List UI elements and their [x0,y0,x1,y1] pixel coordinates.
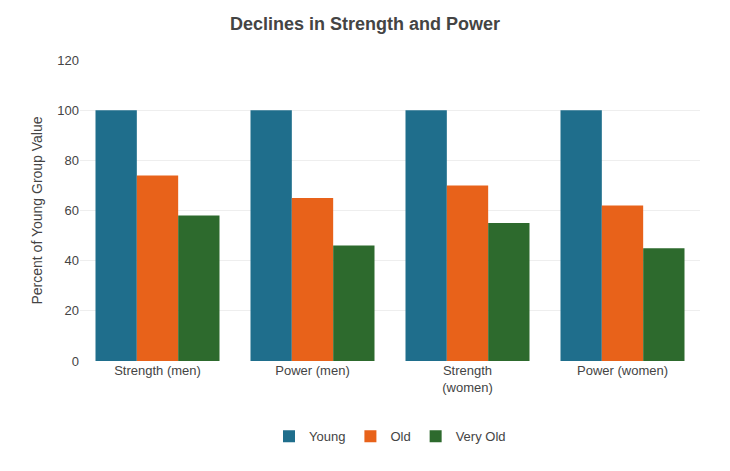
svg-text:40: 40 [65,253,79,268]
svg-text:0: 0 [72,354,79,369]
svg-text:Declines in Strength and Power: Declines in Strength and Power [230,14,500,34]
svg-text:80: 80 [65,153,79,168]
svg-text:120: 120 [57,53,79,68]
svg-text:20: 20 [65,303,79,318]
svg-text:Strength (men): Strength (men) [114,363,201,378]
svg-text:Old: Old [390,429,410,444]
svg-text:100: 100 [57,103,79,118]
svg-text:Young: Young [309,429,345,444]
svg-text:Power (men): Power (men) [275,363,349,378]
svg-text:Percent of Young Group Value: Percent of Young Group Value [29,116,45,304]
svg-text:Strength(women): Strength(women) [442,363,493,395]
svg-text:60: 60 [65,203,79,218]
svg-text:Power (women): Power (women) [577,363,668,378]
svg-text:Very Old: Very Old [456,429,506,444]
